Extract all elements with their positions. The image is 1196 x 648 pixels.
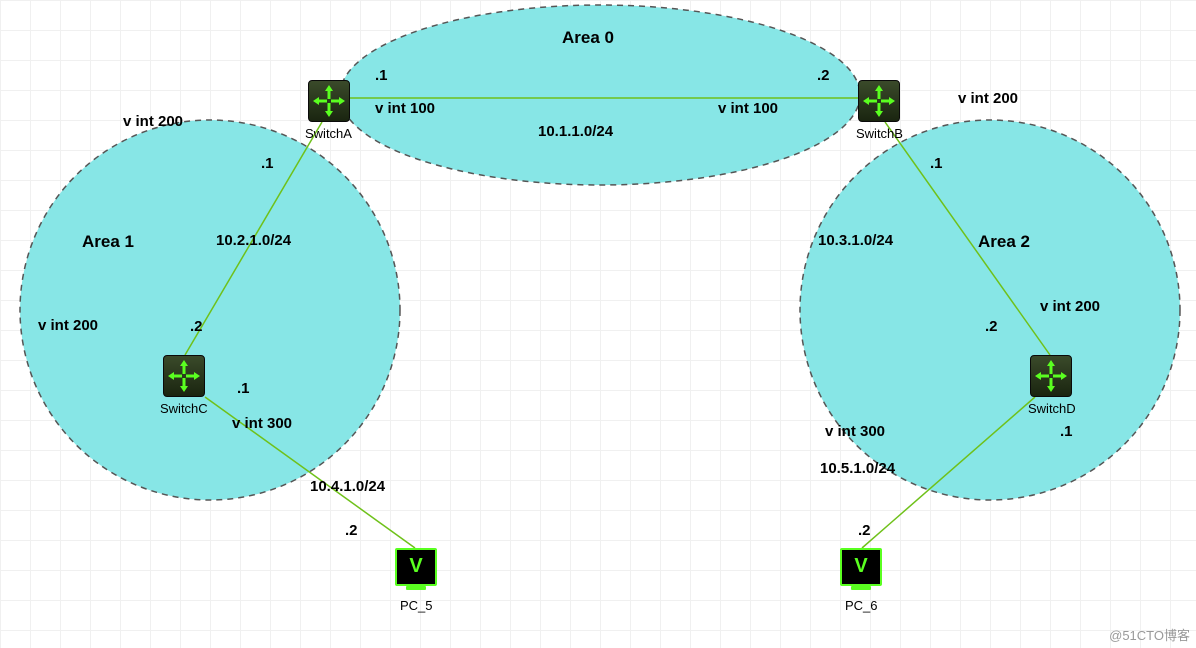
link-c5-ip-c: .1 xyxy=(237,380,250,397)
link-bd-if-d: v int 200 xyxy=(1040,298,1100,315)
area-2-title: Area 2 xyxy=(978,232,1030,252)
link-ab-ip-a: .1 xyxy=(375,67,388,84)
switch-a-label: SwitchA xyxy=(305,126,352,141)
area-1-shape xyxy=(20,120,400,500)
link-ab-ip-b: .2 xyxy=(817,67,830,84)
pc-5[interactable]: V xyxy=(395,548,437,586)
link-ab-if-b: v int 100 xyxy=(718,100,778,117)
link-d6-ip-pc: .2 xyxy=(858,522,871,539)
link-ab-if-a: v int 100 xyxy=(375,100,435,117)
link-d6-subnet: 10.5.1.0/24 xyxy=(820,460,895,477)
watermark: @51CTO博客 xyxy=(1109,625,1190,644)
link-ac-ip-a: .1 xyxy=(261,155,274,172)
link-bd-if-b: v int 200 xyxy=(958,90,1018,107)
link-bd-ip-d: .2 xyxy=(985,318,998,335)
switch-b[interactable] xyxy=(858,80,900,122)
switch-c[interactable] xyxy=(163,355,205,397)
link-ac-ip-c: .2 xyxy=(190,318,203,335)
switch-a[interactable] xyxy=(308,80,350,122)
link-bd-subnet: 10.3.1.0/24 xyxy=(818,232,893,249)
link-c5-if-c: v int 300 xyxy=(232,415,292,432)
pc-6[interactable]: V xyxy=(840,548,882,586)
area-1-title: Area 1 xyxy=(82,232,134,252)
link-c5-subnet: 10.4.1.0/24 xyxy=(310,478,385,495)
switch-b-label: SwitchB xyxy=(856,126,903,141)
link-ac-subnet: 10.2.1.0/24 xyxy=(216,232,291,249)
link-ab-subnet: 10.1.1.0/24 xyxy=(538,123,613,140)
switch-d-label: SwitchD xyxy=(1028,401,1076,416)
link-ac-if-a: v int 200 xyxy=(123,113,183,130)
link-ac-if-c: v int 200 xyxy=(38,317,98,334)
link-bd-ip-b: .1 xyxy=(930,155,943,172)
link-c5-ip-pc: .2 xyxy=(345,522,358,539)
pc-5-label: PC_5 xyxy=(400,598,433,613)
switch-d[interactable] xyxy=(1030,355,1072,397)
link-d6-if-d: v int 300 xyxy=(825,423,885,440)
link-d6-ip-d: .1 xyxy=(1060,423,1073,440)
pc-6-label: PC_6 xyxy=(845,598,878,613)
switch-c-label: SwitchC xyxy=(160,401,208,416)
area-2-shape xyxy=(800,120,1180,500)
area-0-title: Area 0 xyxy=(562,28,614,48)
